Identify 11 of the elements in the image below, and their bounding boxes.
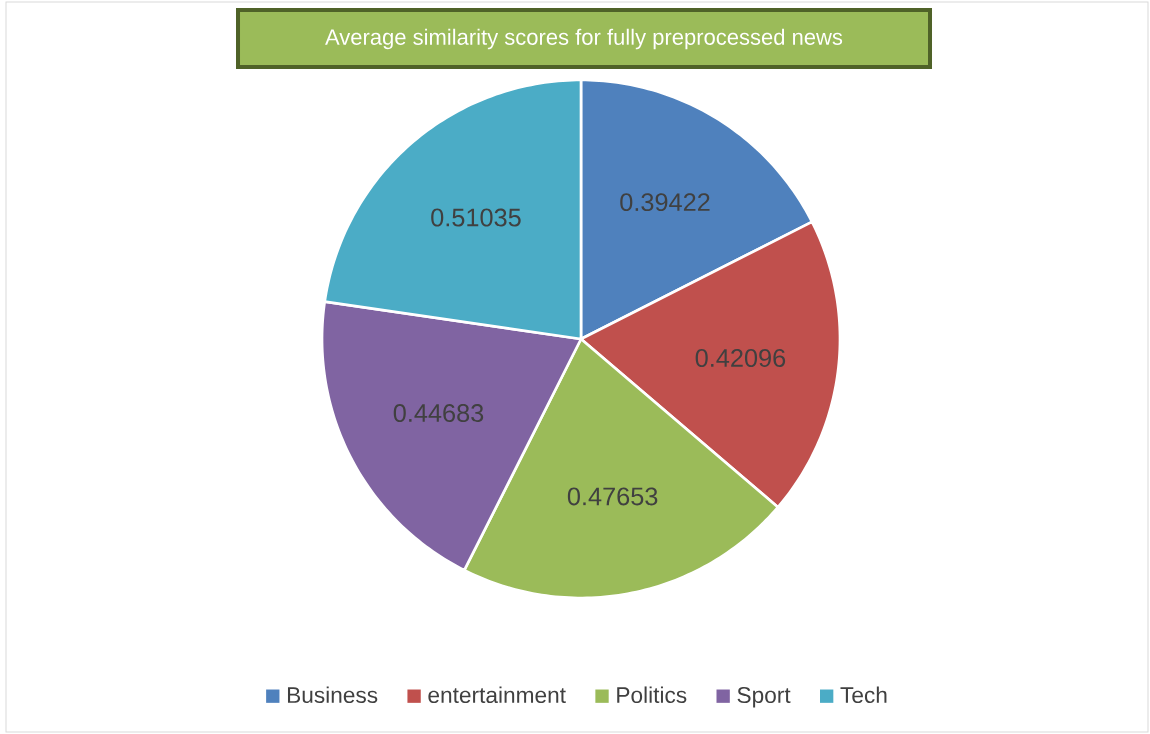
data-label: 0.39422 <box>620 193 710 212</box>
data-label: 0.44683 <box>393 404 484 423</box>
legend-label: Politics <box>617 686 687 704</box>
data-label: 0.47653 <box>567 487 658 506</box>
legend-label: Tech <box>840 686 887 704</box>
legend-label: entertainment <box>428 686 566 704</box>
data-label: 0.42096 <box>695 349 786 367</box>
data-label: 0.51035 <box>431 208 521 227</box>
legend-label: Sport <box>737 687 791 708</box>
chart-title: Average similarity scores for fully preprocessed news <box>325 28 843 50</box>
legend-label: Business <box>287 686 378 704</box>
